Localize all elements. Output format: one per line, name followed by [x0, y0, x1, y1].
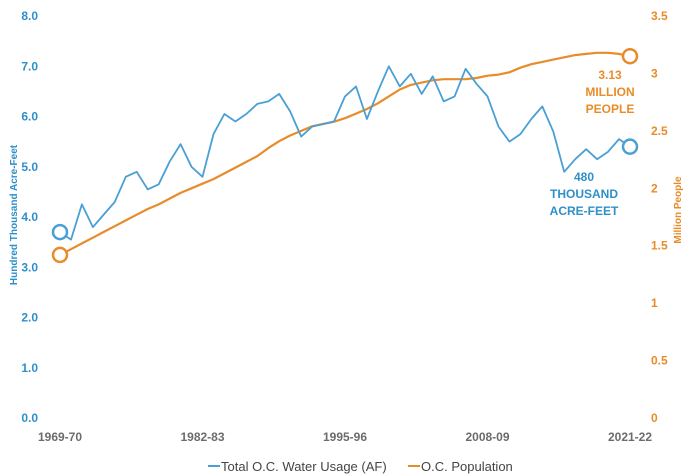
water-annotation-line: 480 [574, 170, 594, 184]
population-annotation-line: MILLION [585, 85, 634, 99]
left-tick-label: 5.0 [21, 160, 38, 174]
population-series-line [59, 51, 631, 256]
x-axis-ticks: 1969-70 1982-83 1995-96 2008-09 2021-22 [38, 430, 652, 444]
right-tick-label: 0 [651, 411, 658, 425]
population-start-marker [51, 246, 69, 264]
population-annotation: 3.13 MILLION PEOPLE [585, 68, 634, 116]
right-tick-label: 1.5 [651, 239, 668, 253]
left-tick-label: 2.0 [21, 311, 38, 325]
right-tick-label: 3.5 [651, 9, 668, 23]
legend-population-label: O.C. Population [421, 459, 513, 474]
right-tick-label: 2 [651, 181, 658, 195]
water-usage-series-line [59, 65, 631, 241]
water-annotation: 480 THOUSAND ACRE-FEET [550, 170, 619, 218]
legend: Total O.C. Water Usage (AF) O.C. Populat… [208, 459, 513, 474]
water-end-marker [621, 138, 639, 155]
x-tick-label: 2021-22 [608, 430, 652, 444]
population-annotation-line: 3.13 [598, 68, 622, 82]
population-annotation-line: PEOPLE [586, 102, 635, 116]
left-tick-label: 7.0 [21, 59, 38, 73]
x-tick-label: 1982-83 [180, 430, 224, 444]
right-tick-label: 3 [651, 66, 658, 80]
left-tick-label: 0.0 [21, 411, 38, 425]
left-tick-label: 8.0 [21, 9, 38, 23]
right-tick-label: 1 [651, 296, 658, 310]
left-axis-title: Hundred Thousand Acre-Feet [9, 144, 20, 285]
x-tick-label: 1995-96 [323, 430, 367, 444]
x-tick-label: 1969-70 [38, 430, 82, 444]
right-tick-label: 0.5 [651, 354, 668, 368]
water-annotation-line: THOUSAND [550, 187, 618, 201]
left-tick-label: 1.0 [21, 361, 38, 375]
left-tick-label: 6.0 [21, 110, 38, 124]
left-tick-label: 4.0 [21, 210, 38, 224]
water-start-marker [51, 223, 69, 241]
left-tick-label: 3.0 [21, 260, 38, 274]
right-axis-title: Million People [673, 176, 684, 244]
water-annotation-line: ACRE-FEET [550, 204, 619, 218]
population-end-marker [621, 47, 639, 65]
left-axis-ticks: 0.0 1.0 2.0 3.0 4.0 5.0 6.0 7.0 8.0 [21, 9, 38, 425]
right-axis-ticks: 0 0.5 1 1.5 2 2.5 3 3.5 [651, 9, 668, 425]
legend-water-label: Total O.C. Water Usage (AF) [221, 459, 387, 474]
x-tick-label: 2008-09 [465, 430, 509, 444]
right-tick-label: 2.5 [651, 124, 668, 138]
